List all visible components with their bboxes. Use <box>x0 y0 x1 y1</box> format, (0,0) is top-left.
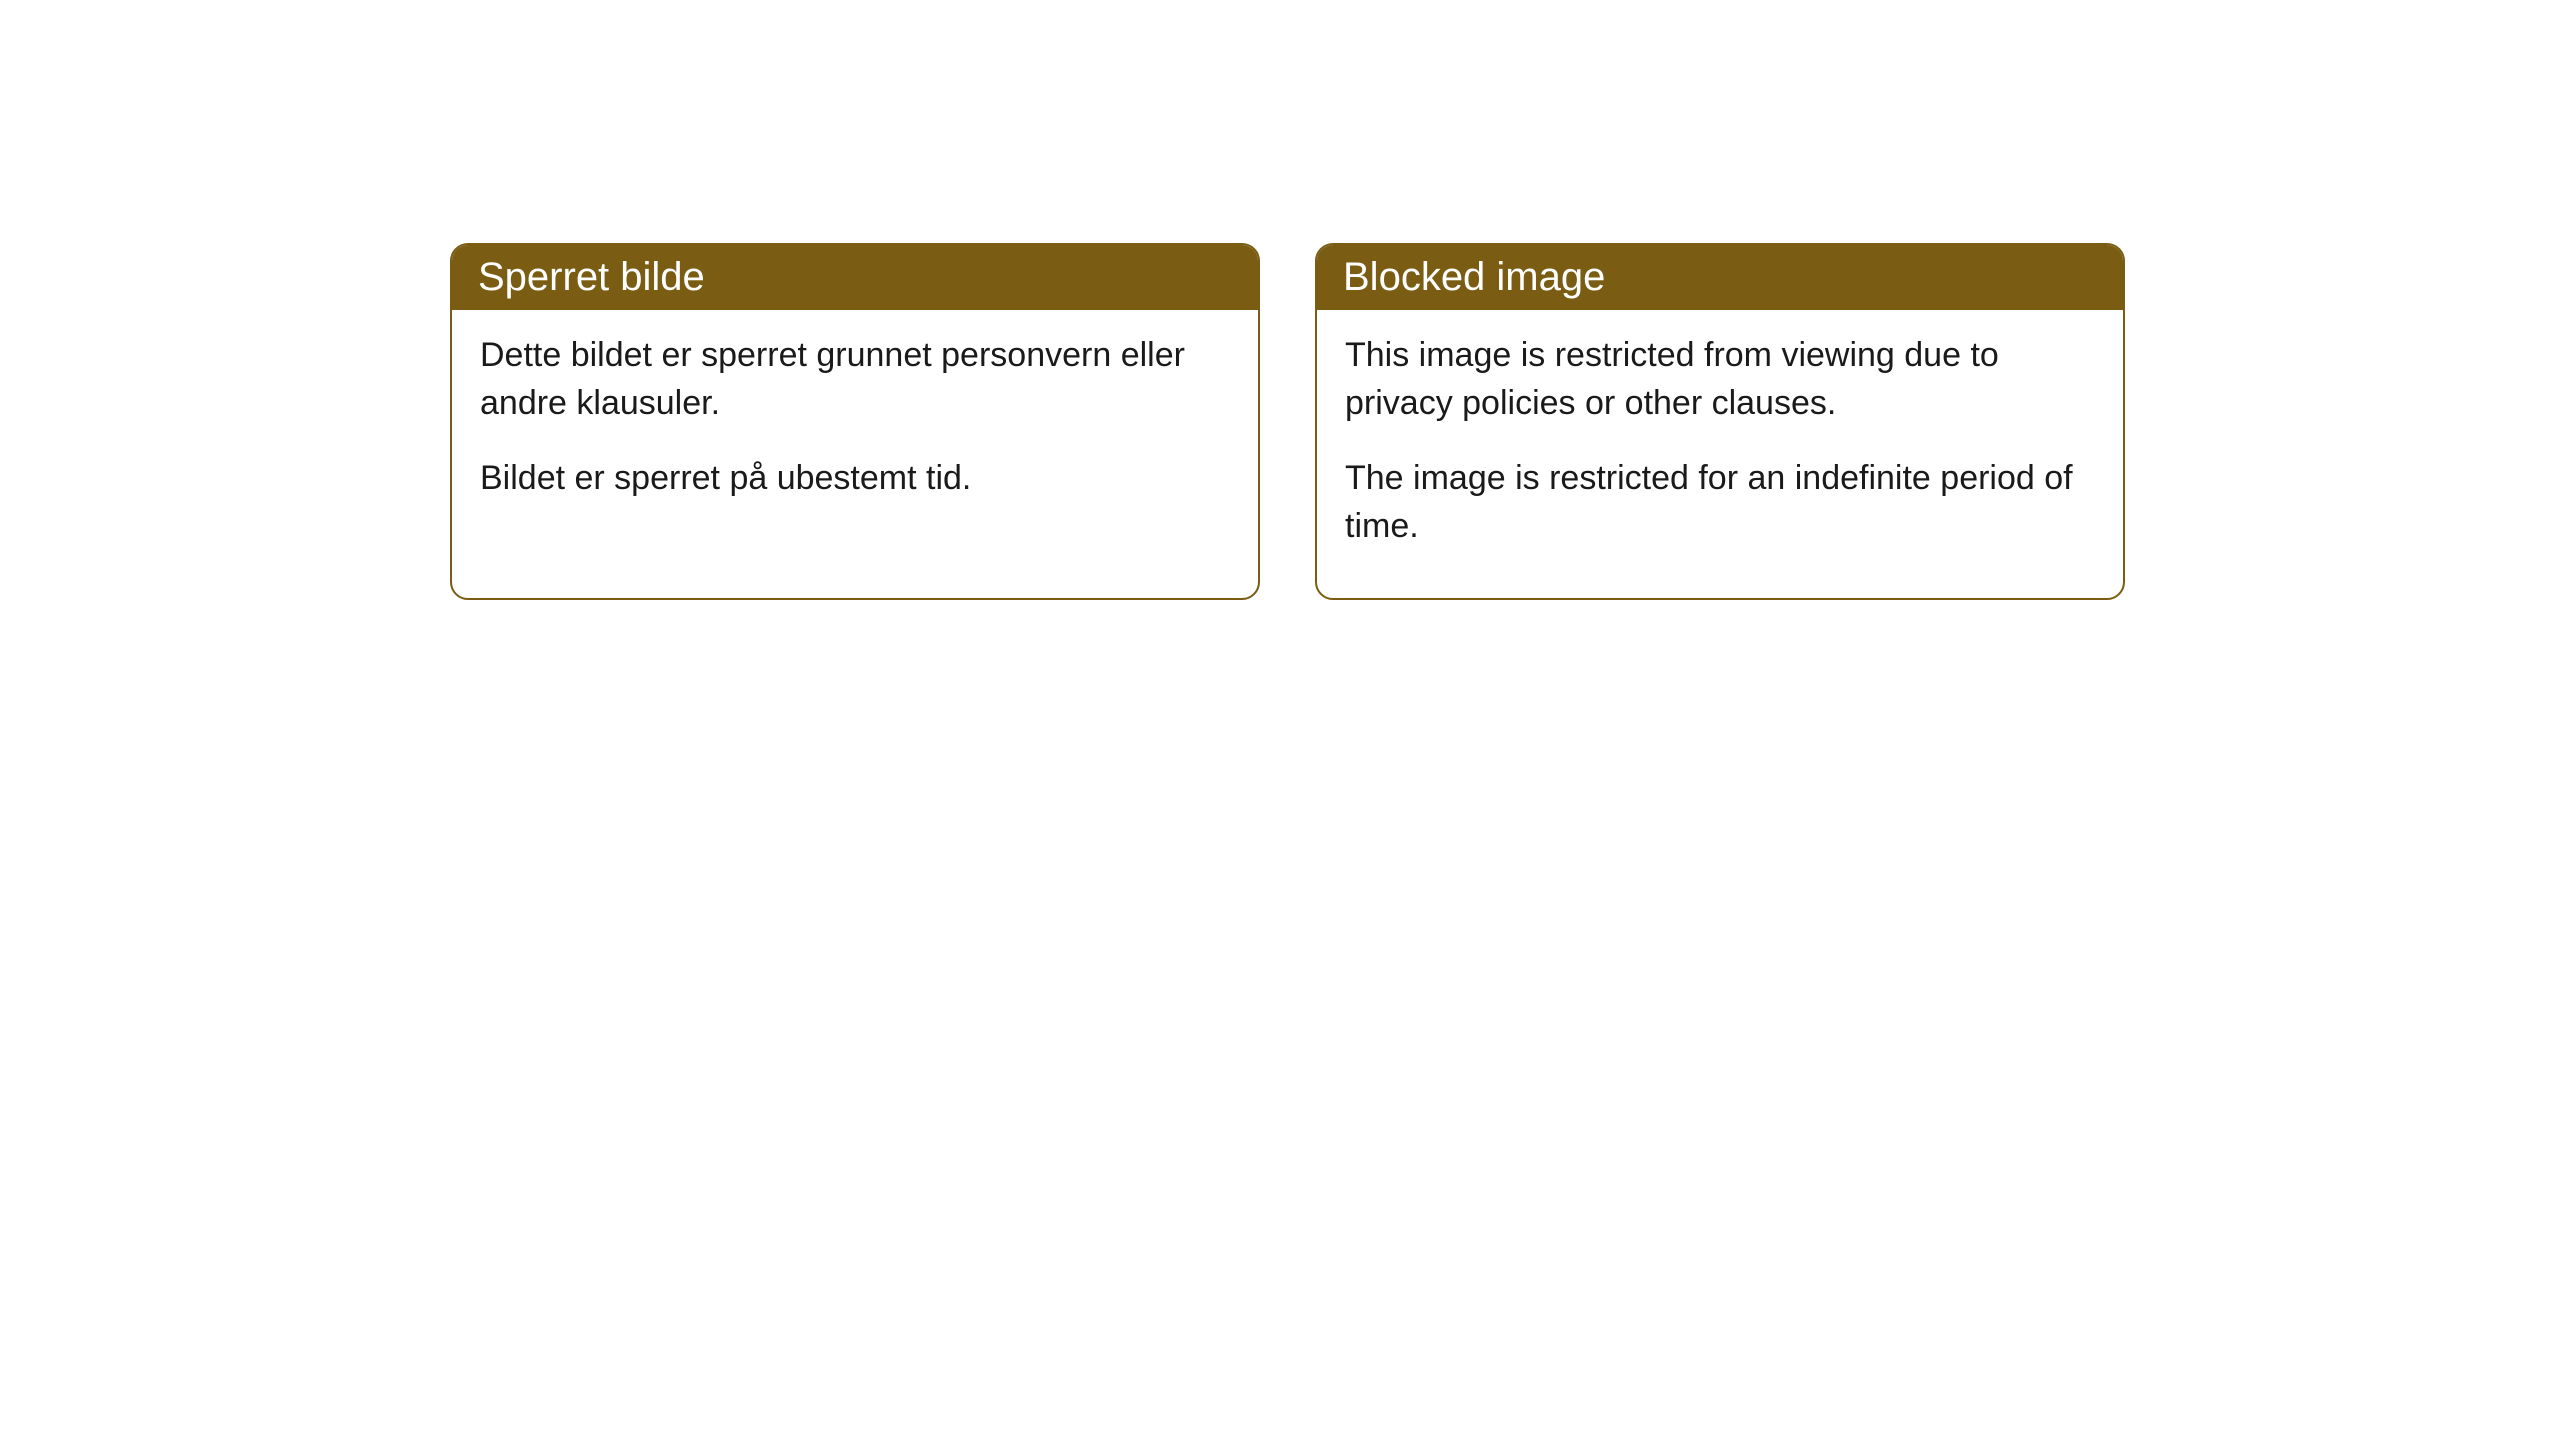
blocked-image-card-en: Blocked image This image is restricted f… <box>1315 243 2125 600</box>
card-paragraph-2-en: The image is restricted for an indefinit… <box>1345 455 2095 550</box>
blocked-image-card-no: Sperret bilde Dette bildet er sperret gr… <box>450 243 1260 600</box>
card-title-no: Sperret bilde <box>478 255 705 299</box>
card-header-en: Blocked image <box>1317 245 2123 310</box>
card-title-en: Blocked image <box>1343 255 1605 299</box>
card-body-en: This image is restricted from viewing du… <box>1317 310 2123 598</box>
cards-container: Sperret bilde Dette bildet er sperret gr… <box>450 243 2125 600</box>
card-paragraph-1-en: This image is restricted from viewing du… <box>1345 332 2095 427</box>
card-paragraph-2-no: Bildet er sperret på ubestemt tid. <box>480 455 1230 503</box>
card-header-no: Sperret bilde <box>452 245 1258 310</box>
card-body-no: Dette bildet er sperret grunnet personve… <box>452 310 1258 551</box>
card-paragraph-1-no: Dette bildet er sperret grunnet personve… <box>480 332 1230 427</box>
